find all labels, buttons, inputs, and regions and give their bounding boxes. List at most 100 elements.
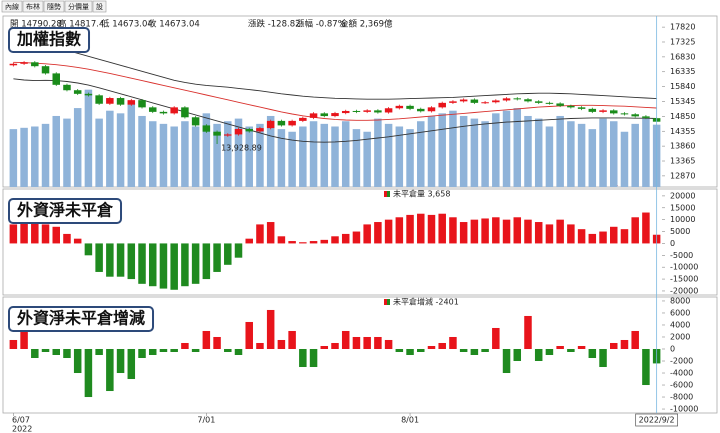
bar xyxy=(31,348,39,359)
bar xyxy=(299,242,307,244)
volume-bar xyxy=(384,123,393,187)
volume-bar xyxy=(84,89,93,187)
bar xyxy=(438,213,446,244)
volume-bar xyxy=(352,129,361,187)
bar xyxy=(534,222,543,244)
volume-bar xyxy=(234,118,243,187)
toolbar-tab[interactable] xyxy=(1,0,23,13)
candle-body xyxy=(191,117,200,126)
bar xyxy=(288,330,296,349)
bar xyxy=(63,348,71,359)
bar xyxy=(545,224,554,244)
toolbar-tab[interactable] xyxy=(64,0,93,13)
bar xyxy=(620,229,629,244)
bar xyxy=(20,324,28,349)
bar xyxy=(320,239,329,244)
toolbar-tab[interactable] xyxy=(43,0,65,13)
y-tick-label: 0 xyxy=(670,239,675,248)
quote-info: 開 14790.28 xyxy=(10,20,62,30)
volume-bar xyxy=(116,113,125,187)
volume-bar xyxy=(492,113,500,187)
candle-body xyxy=(417,108,425,112)
y-tick-label: -6000 xyxy=(670,381,693,390)
volume-bar xyxy=(556,115,564,187)
bollinger-line xyxy=(13,44,657,100)
candle-body xyxy=(309,113,318,118)
bar xyxy=(384,219,393,244)
toolbar-tab-label[interactable]: 設 xyxy=(96,2,103,11)
candle-body xyxy=(352,110,361,112)
toolbar-tab-label[interactable]: 布林 xyxy=(26,2,40,11)
bar xyxy=(320,345,329,349)
toolbar-tab-label[interactable]: 分價量 xyxy=(68,2,89,11)
panel-title: 外資淨未平倉 xyxy=(16,201,114,220)
candle-body xyxy=(331,113,339,117)
toolbar-tab-label[interactable]: 內線 xyxy=(5,2,19,11)
bar xyxy=(363,224,371,244)
title-box xyxy=(8,198,123,224)
volume-bar xyxy=(534,118,543,187)
bar xyxy=(395,348,404,352)
bar xyxy=(95,243,103,272)
toolbar-tab[interactable] xyxy=(92,0,107,13)
candle-body xyxy=(95,95,103,104)
bar xyxy=(148,348,157,355)
bar xyxy=(234,348,243,355)
volume-bar xyxy=(41,123,50,187)
candle-body xyxy=(20,62,28,64)
legend-label: 未平倉增減 -2401 xyxy=(393,297,459,307)
candle-body xyxy=(449,101,457,103)
bar xyxy=(438,342,446,349)
volume-bar xyxy=(341,121,350,187)
y-tick-label: -2000 xyxy=(670,357,693,366)
bar xyxy=(534,348,543,362)
y-tick-label: 15345 xyxy=(670,97,695,106)
candle-body xyxy=(492,100,500,103)
volume-bar xyxy=(73,108,82,187)
volume-bar xyxy=(170,126,178,187)
x-year-label: 2022 xyxy=(12,425,32,433)
bar xyxy=(449,336,457,349)
y-tick-label: 17820 xyxy=(670,23,695,32)
bar xyxy=(513,217,522,244)
bar xyxy=(599,348,607,368)
bar xyxy=(41,224,50,244)
candle-body xyxy=(213,131,221,136)
candle-body xyxy=(610,110,618,114)
bar xyxy=(138,243,146,284)
bar xyxy=(245,238,253,244)
volume-bar xyxy=(363,131,371,187)
bar xyxy=(610,226,618,244)
bar xyxy=(256,342,264,349)
bar xyxy=(481,348,489,352)
bar xyxy=(224,348,232,352)
toolbar-tab-label[interactable]: 隨勢 xyxy=(47,2,61,11)
bar xyxy=(492,217,500,244)
candle-body xyxy=(138,100,146,108)
volume-bar xyxy=(138,115,146,187)
volume-bar xyxy=(481,121,489,187)
bar xyxy=(84,348,93,398)
toolbar-tab[interactable] xyxy=(22,0,44,13)
cursor-date-box xyxy=(635,413,678,427)
legend-swatch xyxy=(387,299,390,305)
bar xyxy=(170,243,178,290)
bar xyxy=(374,336,382,349)
bar xyxy=(502,348,511,374)
volume-bar xyxy=(577,123,586,187)
y-tick-label: 20000 xyxy=(670,191,695,200)
candle-body xyxy=(577,107,586,109)
volume-bar xyxy=(449,110,457,187)
bar xyxy=(202,330,211,349)
y-tick-label: 16830 xyxy=(670,52,695,61)
volume-bar xyxy=(513,108,522,187)
bar xyxy=(502,219,511,244)
volume-bar xyxy=(524,115,532,187)
candle-body xyxy=(556,103,564,106)
bar xyxy=(459,348,468,352)
bar xyxy=(341,330,350,349)
bar xyxy=(588,233,597,244)
volume-bar xyxy=(213,123,221,187)
y-tick-label: -5000 xyxy=(670,251,693,260)
